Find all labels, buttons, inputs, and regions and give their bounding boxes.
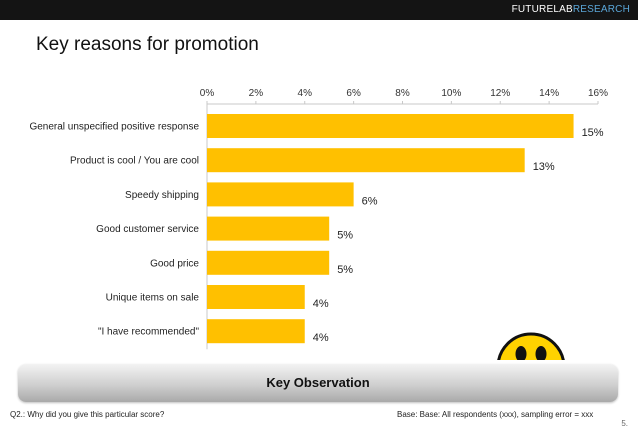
x-tick-label: 10% [441, 88, 461, 99]
data-label: 13% [533, 161, 555, 173]
x-tick-label: 16% [588, 88, 608, 99]
x-tick-label: 6% [346, 88, 361, 99]
x-tick-label: 14% [539, 88, 559, 99]
bar [207, 250, 330, 275]
category-label: "I have recommended" [98, 327, 199, 338]
bar-chart: 0% 2% 4% 6% 8% 10% 12% 14% 16% General unspecifi… [29, 88, 608, 360]
category-label: General unspecified positive response [29, 122, 199, 133]
data-label: 15% [582, 127, 604, 139]
x-tick-label: 2% [249, 88, 264, 99]
bar [207, 319, 305, 344]
page-title: Key reasons for promotion [36, 34, 259, 55]
brand-primary: FUTURELAB [511, 4, 573, 15]
bar [207, 114, 574, 138]
smiley-face-icon [497, 332, 565, 360]
data-label: 4% [313, 298, 329, 310]
data-label: 5% [337, 230, 353, 242]
category-label: Unique items on sale [106, 293, 200, 304]
x-tick-label: 0% [200, 88, 215, 99]
bar [207, 182, 354, 207]
data-label: 5% [337, 264, 353, 276]
x-tick-label: 4% [298, 88, 313, 99]
key-observation-label: Key Observation [266, 375, 370, 390]
x-tick-label: 8% [395, 88, 410, 99]
category-label: Speedy shipping [125, 190, 199, 201]
x-tick-label: 12% [490, 88, 510, 99]
page-number: 5. [621, 419, 628, 428]
question-note: Q2.: Why did you give this particular sc… [10, 410, 165, 419]
data-label: 6% [362, 195, 378, 207]
brand-accent: RESEARCH [572, 4, 630, 15]
bar [207, 216, 330, 241]
category-label: Good customer service [96, 224, 199, 235]
category-label: Good price [150, 258, 199, 269]
category-label: Product is cool / You are cool [70, 156, 199, 167]
bar [207, 285, 305, 309]
base-note: Base: Base: All respondents (xxx), sampl… [397, 410, 594, 419]
top-bar: FUTURELABRESEARCH [0, 0, 638, 20]
bar [207, 148, 525, 173]
brand-logo: FUTURELABRESEARCH [512, 4, 630, 16]
data-label: 4% [313, 332, 329, 344]
key-observation-panel: Key Observation [18, 364, 618, 402]
